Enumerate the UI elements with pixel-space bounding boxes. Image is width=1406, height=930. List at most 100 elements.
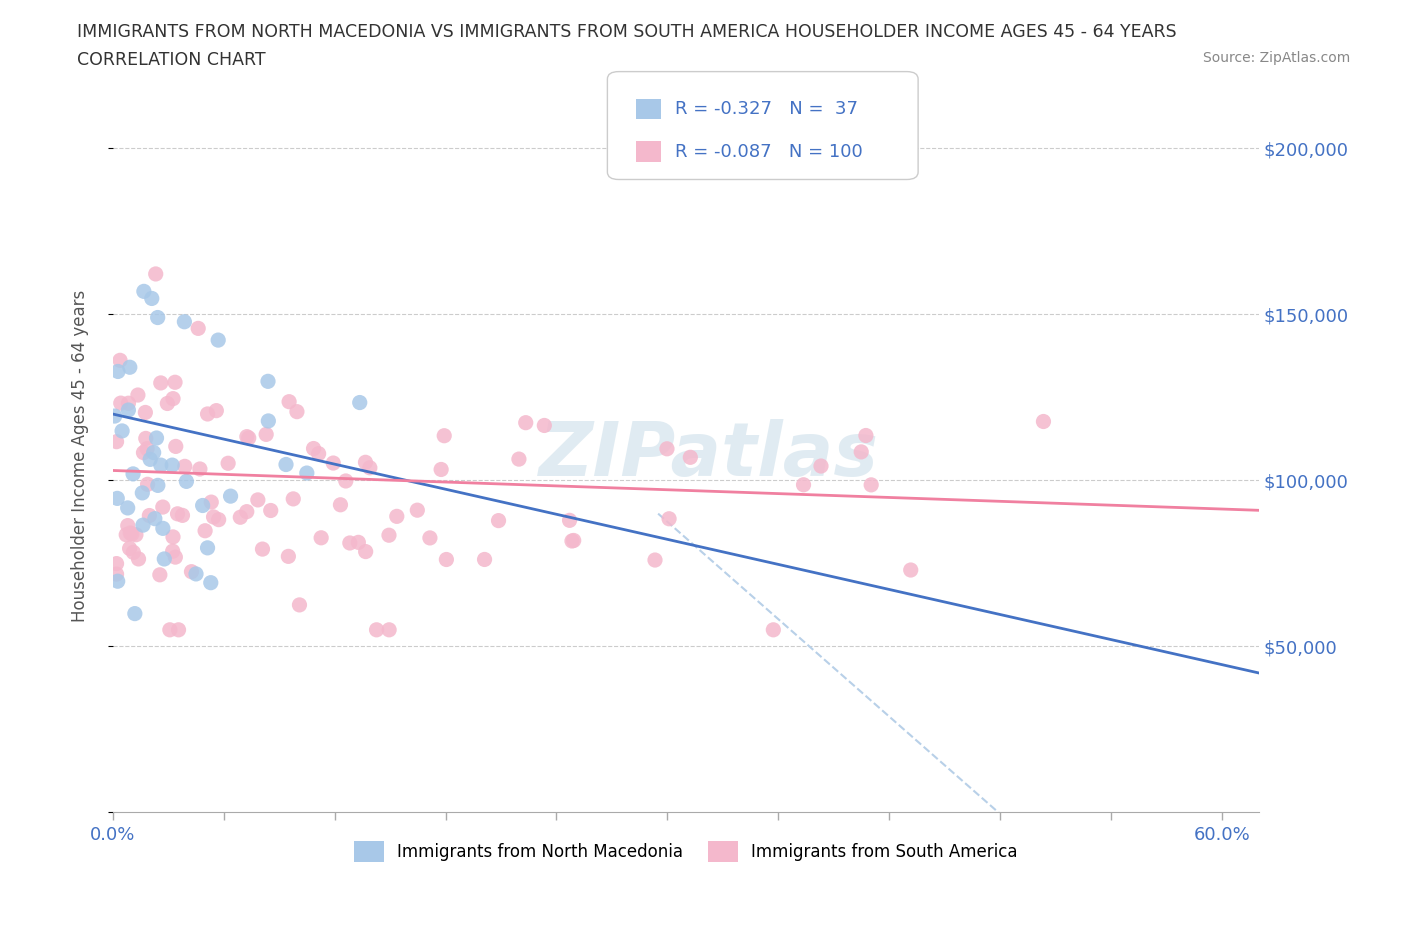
Text: IMMIGRANTS FROM NORTH MACEDONIA VS IMMIGRANTS FROM SOUTH AMERICA HOUSEHOLDER INC: IMMIGRANTS FROM NORTH MACEDONIA VS IMMIG…: [77, 23, 1177, 41]
Point: [236, 504, 259, 519]
Point: [149, 567, 172, 582]
Point: [366, 622, 388, 637]
Point: [105, 556, 128, 571]
Point: [165, 439, 187, 454]
Point: [136, 477, 159, 492]
Point: [434, 552, 457, 567]
Point: [110, 395, 132, 410]
Point: [142, 445, 165, 460]
Point: [347, 535, 370, 550]
Point: [762, 622, 785, 637]
Point: [430, 462, 453, 477]
Point: [474, 552, 496, 567]
Point: [274, 457, 297, 472]
Point: [117, 396, 139, 411]
Point: [180, 565, 202, 579]
Point: [238, 431, 260, 445]
Point: [152, 521, 174, 536]
Point: [285, 405, 308, 419]
Point: [419, 530, 441, 545]
Point: [132, 445, 155, 460]
Point: [217, 456, 239, 471]
Point: [322, 456, 344, 471]
Text: R = -0.087   N = 100: R = -0.087 N = 100: [675, 142, 863, 161]
Point: [176, 474, 198, 489]
Y-axis label: Householder Income Ages 45 - 64 years: Householder Income Ages 45 - 64 years: [72, 289, 89, 621]
Point: [200, 495, 222, 510]
Point: [156, 396, 179, 411]
Point: [644, 552, 666, 567]
Point: [172, 508, 194, 523]
Point: [107, 574, 129, 589]
Point: [141, 291, 163, 306]
Point: [152, 499, 174, 514]
Point: [658, 512, 681, 526]
Point: [207, 333, 229, 348]
Point: [793, 477, 815, 492]
Text: ZIPatlas: ZIPatlas: [538, 419, 879, 492]
Point: [246, 493, 269, 508]
Point: [197, 406, 219, 421]
Point: [349, 395, 371, 410]
Point: [149, 458, 172, 472]
Point: [339, 536, 361, 551]
Point: [111, 423, 134, 438]
Point: [162, 529, 184, 544]
Point: [236, 430, 259, 445]
Point: [278, 394, 301, 409]
Point: [252, 541, 274, 556]
Point: [200, 576, 222, 591]
Point: [118, 541, 141, 556]
Point: [165, 550, 187, 565]
Point: [257, 414, 280, 429]
Point: [433, 429, 456, 444]
Point: [188, 461, 211, 476]
Point: [257, 374, 280, 389]
Point: [295, 466, 318, 481]
Point: [219, 488, 242, 503]
Point: [205, 404, 228, 418]
Point: [385, 509, 408, 524]
Point: [118, 360, 141, 375]
Point: [488, 513, 510, 528]
Point: [173, 314, 195, 329]
Point: [132, 518, 155, 533]
Point: [1032, 414, 1054, 429]
Text: CORRELATION CHART: CORRELATION CHART: [77, 51, 266, 69]
Point: [508, 452, 530, 467]
Point: [134, 405, 156, 419]
Point: [197, 540, 219, 555]
Point: [143, 512, 166, 526]
Point: [533, 418, 555, 432]
Point: [163, 375, 186, 390]
Point: [145, 267, 167, 282]
Point: [108, 352, 131, 367]
Point: [187, 321, 209, 336]
Point: [561, 534, 583, 549]
Point: [558, 513, 581, 528]
Point: [855, 428, 877, 443]
Point: [202, 510, 225, 525]
Point: [283, 491, 305, 506]
Point: [160, 458, 183, 472]
Point: [153, 551, 176, 566]
Point: [378, 622, 401, 637]
Point: [309, 530, 332, 545]
Point: [260, 503, 283, 518]
Point: [132, 284, 155, 299]
Legend: Immigrants from North Macedonia, Immigrants from South America: Immigrants from North Macedonia, Immigra…: [347, 834, 1025, 869]
Point: [194, 524, 217, 538]
Point: [167, 622, 190, 637]
Point: [122, 467, 145, 482]
Point: [254, 427, 277, 442]
Text: Source: ZipAtlas.com: Source: ZipAtlas.com: [1202, 51, 1350, 65]
Point: [139, 452, 162, 467]
Point: [146, 310, 169, 325]
Point: [146, 478, 169, 493]
Point: [105, 491, 128, 506]
Point: [125, 527, 148, 542]
Point: [105, 434, 128, 449]
Point: [145, 431, 167, 445]
Point: [655, 442, 678, 457]
Point: [173, 458, 195, 473]
